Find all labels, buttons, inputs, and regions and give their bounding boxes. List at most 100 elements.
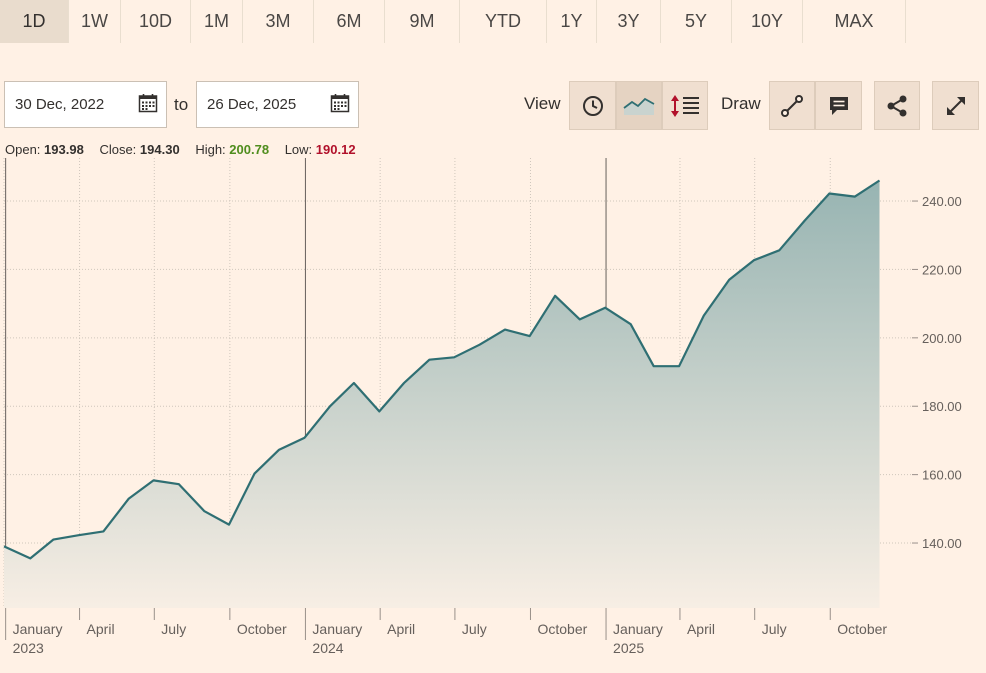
scale-icon bbox=[671, 94, 699, 117]
x-tick-label: April bbox=[387, 621, 415, 637]
share-icon bbox=[887, 95, 907, 116]
data-point[interactable] bbox=[751, 257, 757, 263]
data-point[interactable] bbox=[150, 477, 156, 483]
data-point[interactable] bbox=[628, 321, 634, 327]
range-button-1d[interactable]: 1D bbox=[0, 0, 69, 43]
data-point[interactable] bbox=[1, 543, 7, 549]
data-point[interactable] bbox=[351, 380, 357, 386]
close-value: 194.30 bbox=[139, 142, 180, 157]
x-tick-label: January bbox=[613, 621, 663, 637]
x-tick-label: October bbox=[837, 621, 887, 637]
draw-line-button[interactable] bbox=[769, 81, 815, 130]
low-label: Low: bbox=[284, 142, 313, 157]
low-value: 190.12 bbox=[315, 142, 356, 157]
data-point[interactable] bbox=[477, 342, 483, 348]
range-button-10y[interactable]: 10Y bbox=[732, 0, 803, 43]
data-point[interactable] bbox=[276, 447, 282, 453]
x-tick-label: October bbox=[237, 621, 287, 637]
high-label: High: bbox=[195, 142, 226, 157]
to-label: to bbox=[174, 95, 189, 114]
data-point[interactable] bbox=[776, 247, 782, 253]
clock-icon bbox=[582, 95, 603, 116]
data-point[interactable] bbox=[726, 277, 732, 283]
x-tick-year-label: 2024 bbox=[312, 640, 343, 656]
data-point[interactable] bbox=[602, 305, 608, 311]
data-point[interactable] bbox=[226, 522, 232, 528]
y-tick-label: 240.00 bbox=[922, 194, 962, 209]
range-button-6m[interactable]: 6M bbox=[314, 0, 385, 43]
fullscreen-button[interactable] bbox=[932, 81, 979, 130]
y-tick-label: 160.00 bbox=[922, 468, 962, 483]
data-point[interactable] bbox=[252, 471, 258, 477]
x-tick-label: July bbox=[762, 621, 787, 637]
price-area bbox=[4, 180, 880, 608]
data-point[interactable] bbox=[376, 408, 382, 414]
data-point[interactable] bbox=[451, 354, 457, 360]
share-button[interactable] bbox=[874, 81, 920, 130]
data-point[interactable] bbox=[552, 293, 558, 299]
data-point[interactable] bbox=[401, 380, 407, 386]
x-tick-label: January bbox=[13, 621, 63, 637]
data-point[interactable] bbox=[577, 316, 583, 322]
price-line bbox=[3, 179, 881, 560]
range-button-max[interactable]: MAX bbox=[803, 0, 906, 43]
data-point[interactable] bbox=[100, 528, 106, 534]
close-label: Close: bbox=[99, 142, 137, 157]
range-button-1w[interactable]: 1W bbox=[69, 0, 121, 43]
x-tick-label: April bbox=[687, 621, 715, 637]
ohlc-summary: Open: 193.98 Close: 194.30 High: 200.78 … bbox=[5, 142, 356, 157]
data-point[interactable] bbox=[27, 555, 33, 561]
data-point[interactable] bbox=[502, 327, 508, 333]
data-point[interactable] bbox=[527, 333, 533, 339]
range-button-9m[interactable]: 9M bbox=[385, 0, 460, 43]
calendar-icon[interactable] bbox=[138, 93, 158, 113]
range-button-3y[interactable]: 3Y bbox=[597, 0, 661, 43]
high-value: 200.78 bbox=[229, 142, 270, 157]
scale-button[interactable] bbox=[662, 81, 708, 130]
data-point[interactable] bbox=[302, 435, 308, 441]
data-point[interactable] bbox=[651, 363, 657, 369]
start-date-input[interactable]: 30 Dec, 2022 bbox=[4, 81, 167, 128]
range-button-5y[interactable]: 5Y bbox=[661, 0, 732, 43]
x-tick-year-label: 2025 bbox=[613, 640, 644, 656]
open-value: 193.98 bbox=[44, 142, 84, 157]
y-tick-label: 200.00 bbox=[922, 331, 962, 346]
x-tick-year-label: 2023 bbox=[13, 640, 44, 656]
mountain-chart-icon bbox=[623, 97, 655, 115]
range-selector: 1D 1W 10D 1M 3M 6M 9M YTD 1Y 3Y 5Y 10Y MAX bbox=[0, 0, 986, 43]
data-point[interactable] bbox=[126, 496, 132, 502]
range-button-10d[interactable]: 10D bbox=[121, 0, 191, 43]
end-date-input[interactable]: 26 Dec, 2025 bbox=[196, 81, 359, 128]
draw-label: Draw bbox=[721, 94, 761, 113]
time-view-button[interactable] bbox=[569, 81, 616, 130]
data-point[interactable] bbox=[826, 191, 832, 197]
data-point[interactable] bbox=[50, 537, 56, 543]
data-point[interactable] bbox=[201, 508, 207, 514]
calendar-icon[interactable] bbox=[330, 93, 350, 113]
view-label: View bbox=[524, 94, 561, 113]
range-button-3m[interactable]: 3M bbox=[243, 0, 314, 43]
y-tick-label: 140.00 bbox=[922, 536, 962, 551]
data-point[interactable] bbox=[76, 532, 82, 538]
x-tick-label: July bbox=[161, 621, 186, 637]
range-button-ytd[interactable]: YTD bbox=[460, 0, 547, 43]
annotation-button[interactable] bbox=[815, 81, 862, 130]
data-point[interactable] bbox=[877, 178, 883, 184]
data-point[interactable] bbox=[852, 194, 858, 200]
range-button-1y[interactable]: 1Y bbox=[547, 0, 597, 43]
range-button-1m[interactable]: 1M bbox=[191, 0, 243, 43]
data-point[interactable] bbox=[327, 403, 333, 409]
data-point[interactable] bbox=[176, 481, 182, 487]
open-label: Open: bbox=[5, 142, 41, 157]
x-tick-label: April bbox=[87, 621, 115, 637]
data-point[interactable] bbox=[701, 313, 707, 319]
x-tick-label: October bbox=[537, 621, 587, 637]
x-tick-label: January bbox=[312, 621, 362, 637]
data-point[interactable] bbox=[802, 218, 808, 224]
data-point[interactable] bbox=[426, 357, 432, 363]
expand-icon bbox=[946, 96, 965, 115]
end-date-value: 26 Dec, 2025 bbox=[207, 96, 297, 113]
data-point[interactable] bbox=[676, 363, 682, 369]
mountain-chart-button[interactable] bbox=[616, 81, 662, 130]
